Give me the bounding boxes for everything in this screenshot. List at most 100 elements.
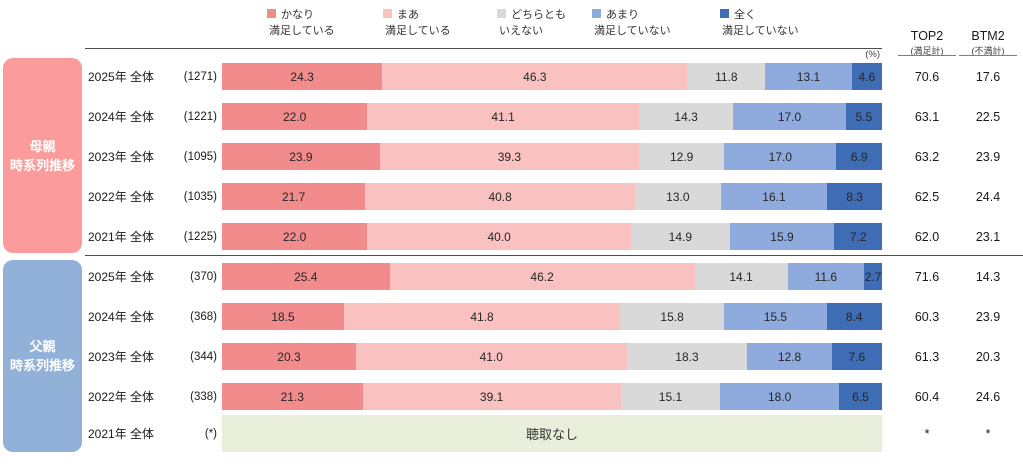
top2-value: 71.6 <box>914 269 940 284</box>
stacked-bar: 21.3 39.1 15.1 18.0 6.5 <box>222 383 882 410</box>
legend-item-line2: 満足していない <box>594 25 671 37</box>
top2-header-underline <box>898 55 956 56</box>
row-label-text: 2023年 全体 <box>88 350 155 364</box>
row-label-text: 2023年 全体 <box>88 150 155 164</box>
table-row: 2024年 全体 (1221) 22.0 41.1 14.3 17.0 5.5 63.1 22.… <box>0 103 1023 130</box>
bar-segment: 25.4 <box>222 263 390 290</box>
section-label-mother-line1: 母親 <box>29 138 56 154</box>
bar-segment: 14.9 <box>631 223 730 250</box>
bar-segment: 46.3 <box>382 63 688 90</box>
legend-label: どちらとも <box>511 9 566 21</box>
btm2-value: 23.9 <box>975 309 1001 324</box>
top2-title: TOP2 <box>910 29 944 43</box>
legend-item-line1: 全く <box>720 7 799 23</box>
bar-segment: 14.1 <box>694 263 788 290</box>
row-label-text: 2024年 全体 <box>88 110 155 124</box>
row-base-count: (1225) <box>183 230 217 243</box>
row-base-count: (370) <box>190 270 217 283</box>
bar-segment: 40.0 <box>367 223 632 250</box>
bar-segment: 40.8 <box>365 183 635 210</box>
section-label-mother-line2: 時系列推移 <box>9 157 75 173</box>
table-row: 2025年 全体 (370) 25.4 46.2 14.1 11.6 2.7 71.6 14.3 <box>0 263 1023 290</box>
row-label: 2025年 全体 (1271) <box>88 63 217 90</box>
table-row: 2024年 全体 (368) 18.5 41.8 15.8 15.5 8.4 60.3 23.9 <box>0 303 1023 330</box>
legend-item-line2: 満足していない <box>722 25 799 37</box>
top2-value: 60.3 <box>914 309 940 324</box>
bar-segment: 22.0 <box>222 103 368 130</box>
bar-segment: 8.3 <box>827 183 882 210</box>
btm2-value: 22.5 <box>975 109 1001 124</box>
column-header-btm2: BTM2 (不満計) <box>958 29 1018 57</box>
bar-segment: 17.0 <box>724 143 837 170</box>
bar-segment: 18.0 <box>720 383 840 410</box>
btm2-value: 14.3 <box>975 269 1001 284</box>
bar-segment: 21.3 <box>222 383 363 410</box>
row-label-text: 2021年 全体 <box>88 230 155 244</box>
legend-item-line2: 満足している <box>269 25 335 37</box>
legend-label: かなり <box>281 9 314 21</box>
table-row: 2025年 全体 (1271) 24.3 46.3 11.8 13.1 4.6 70.6 17.… <box>0 63 1023 90</box>
bar-segment: 39.3 <box>379 143 640 170</box>
stacked-bar: 24.3 46.3 11.8 13.1 4.6 <box>222 63 882 90</box>
row-base-count: (338) <box>190 390 217 403</box>
bar-segment: 11.8 <box>687 63 766 90</box>
section-divider-line <box>85 255 1023 256</box>
legend-label: 全く <box>734 9 756 21</box>
btm2-title: BTM2 <box>971 29 1005 43</box>
legend-item: あまり 満足していない <box>592 7 671 39</box>
bar-segment: 7.2 <box>834 223 882 250</box>
legend-swatch-icon <box>497 9 506 18</box>
legend-item-line1: どちらとも <box>497 7 566 23</box>
table-row: 2021年 全体 (*) 聴取なし * * <box>0 415 1023 452</box>
row-label-text: 2025年 全体 <box>88 70 155 84</box>
bar-segment: 41.0 <box>355 343 627 370</box>
row-label: 2021年 全体 (*) <box>88 415 217 452</box>
legend-item-line2: 満足している <box>385 25 451 37</box>
legend-swatch-icon <box>267 9 276 18</box>
row-label: 2024年 全体 (368) <box>88 303 217 330</box>
bar-segment: 13.1 <box>765 63 852 90</box>
row-label: 2024年 全体 (1221) <box>88 103 217 130</box>
bar-segment: 16.1 <box>720 183 828 210</box>
stacked-bar: 22.0 41.1 14.3 17.0 5.5 <box>222 103 882 130</box>
top2-value: 62.0 <box>914 229 940 244</box>
bar-segment: 24.3 <box>222 63 383 90</box>
row-base-count: (*) <box>204 427 217 440</box>
percent-unit-label: (%) <box>865 49 880 60</box>
bar-segment: 7.6 <box>831 343 882 370</box>
stacked-bar: 22.0 40.0 14.9 15.9 7.2 <box>222 223 882 250</box>
btm2-value: 23.1 <box>975 229 1001 244</box>
bar-segment: 22.0 <box>222 223 368 250</box>
row-label-text: 2021年 全体 <box>88 427 155 441</box>
btm2-value: 24.4 <box>975 189 1001 204</box>
top2-value: 63.2 <box>914 149 940 164</box>
bar-segment: 13.0 <box>634 183 721 210</box>
stacked-bar: 25.4 46.2 14.1 11.6 2.7 <box>222 263 882 290</box>
no-data-bar: 聴取なし <box>222 415 882 452</box>
bar-segment: 21.7 <box>222 183 366 210</box>
bar-segment: 15.8 <box>619 303 725 330</box>
btm2-value: 17.6 <box>975 69 1001 84</box>
bar-segment: 41.1 <box>367 103 639 130</box>
legend-label: まあ <box>397 9 419 21</box>
bar-segment: 20.3 <box>222 343 356 370</box>
legend-item-line2: いえない <box>499 25 543 37</box>
btm2-header-underline <box>959 55 1017 56</box>
row-base-count: (1035) <box>183 190 217 203</box>
bar-segment: 6.5 <box>839 383 882 410</box>
legend-item-line1: まあ <box>383 7 451 23</box>
table-row: 2021年 全体 (1225) 22.0 40.0 14.9 15.9 7.2 62.0 23.… <box>0 223 1023 250</box>
top-divider-line <box>85 48 882 49</box>
legend-item-line1: かなり <box>267 7 335 23</box>
bar-segment: 41.8 <box>344 303 620 330</box>
row-label: 2022年 全体 (1035) <box>88 183 217 210</box>
legend-item: どちらともいえない <box>497 7 566 39</box>
row-base-count: (1271) <box>183 70 217 83</box>
btm2-value: 20.3 <box>975 349 1001 364</box>
column-header-top2: TOP2 (満足計) <box>897 29 957 57</box>
row-base-count: (368) <box>190 310 217 323</box>
top2-value: 62.5 <box>914 189 940 204</box>
bar-segment: 14.3 <box>638 103 734 130</box>
legend-swatch-icon <box>720 9 729 18</box>
table-row: 2022年 全体 (338) 21.3 39.1 15.1 18.0 6.5 60.4 24.6 <box>0 383 1023 410</box>
